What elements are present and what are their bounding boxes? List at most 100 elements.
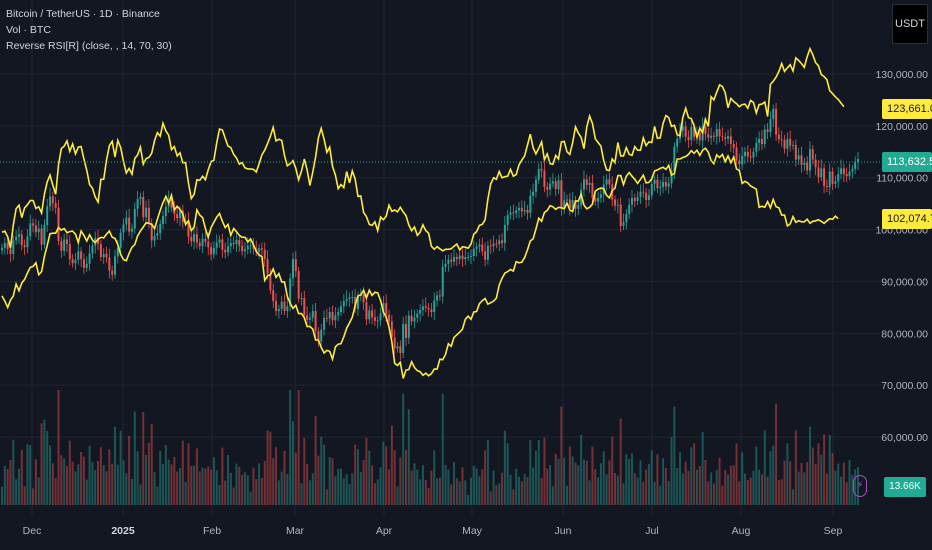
- volume-bar: [170, 464, 173, 505]
- volume-bar: [842, 462, 845, 505]
- reverse-rsi-indicator-label[interactable]: Reverse RSI[R] (close, , 14, 70, 30): [6, 40, 172, 52]
- candle-body: [577, 205, 580, 209]
- candle-body: [566, 199, 569, 201]
- lightning-icon[interactable]: ⚡: [853, 475, 867, 497]
- candle-body: [808, 149, 811, 171]
- candle-body: [331, 312, 334, 321]
- candle-body: [848, 171, 851, 177]
- volume-bars: [1, 390, 859, 505]
- candle-body: [416, 313, 419, 318]
- volume-bar: [407, 409, 410, 505]
- symbol-title[interactable]: Bitcoin / TetherUS · 1D · Binance: [6, 8, 160, 20]
- volume-bar: [227, 455, 229, 505]
- candle-body: [277, 308, 280, 311]
- volume-indicator-label[interactable]: Vol · BTC: [6, 24, 51, 36]
- volume-bar: [159, 451, 162, 505]
- candle-body: [150, 223, 153, 241]
- candle-body: [136, 198, 139, 209]
- upper-band-line: [1, 46, 845, 252]
- volume-bar: [814, 464, 817, 505]
- time-axis-label: Jun: [555, 525, 572, 537]
- volume-bar: [484, 450, 487, 505]
- volume-bar: [857, 467, 859, 505]
- candle-body: [458, 255, 461, 260]
- volume-bar: [198, 471, 201, 505]
- volume-bar: [385, 446, 388, 505]
- candle-body: [204, 238, 207, 242]
- candle-body: [664, 181, 667, 187]
- volume-bar: [235, 463, 238, 505]
- volume-bar: [450, 484, 453, 505]
- price-axis[interactable]: 130,000.00120,000.00110,000.00100,000.00…: [875, 69, 928, 444]
- candle-body: [153, 235, 156, 241]
- volume-bar: [605, 474, 608, 505]
- candle-body: [486, 245, 489, 260]
- candle-body: [97, 237, 100, 245]
- volume-bar: [119, 430, 122, 505]
- candle-body: [676, 138, 679, 147]
- candle-body: [51, 196, 54, 204]
- volume-bar: [684, 461, 687, 505]
- candle-body: [741, 155, 744, 165]
- volume-bar: [164, 445, 167, 505]
- volume-bar: [252, 467, 255, 505]
- volume-bar: [212, 457, 215, 505]
- volume-bar: [752, 470, 755, 505]
- candle-body: [783, 139, 786, 149]
- candle-body: [382, 303, 385, 314]
- candle-body: [667, 183, 670, 187]
- volume-bar: [410, 470, 413, 505]
- candle-body: [108, 257, 111, 271]
- candle-body: [427, 307, 430, 310]
- volume-bar: [266, 430, 269, 505]
- volume-bar: [518, 476, 520, 505]
- candle-body: [193, 234, 196, 242]
- candle-body: [195, 234, 198, 243]
- candle-body: [402, 323, 405, 353]
- candle-body: [653, 179, 656, 184]
- candle-body: [763, 129, 766, 145]
- volume-bar: [475, 468, 478, 505]
- candle-body: [238, 239, 241, 246]
- volume-bar: [727, 474, 730, 505]
- volume-bar: [481, 469, 484, 505]
- volume-bar: [77, 464, 80, 505]
- candle-body: [574, 200, 577, 209]
- candle-body: [142, 196, 145, 218]
- candle-body: [1, 247, 3, 251]
- volume-bar: [181, 440, 184, 505]
- volume-bar: [145, 455, 148, 505]
- volume-bar: [845, 482, 848, 505]
- candle-body: [388, 314, 391, 322]
- candle-body: [447, 259, 450, 264]
- candle-body: [266, 259, 269, 274]
- volume-bar: [566, 485, 569, 505]
- lower-band-price-tag: 102,074.73: [882, 209, 932, 229]
- candle-body: [23, 245, 26, 248]
- volume-bar: [780, 479, 783, 505]
- volume-bar: [800, 463, 803, 505]
- volume-bar: [354, 444, 357, 505]
- volume-bar: [662, 458, 665, 505]
- candle-body: [772, 108, 775, 120]
- volume-bar: [337, 469, 340, 505]
- candle-body: [775, 108, 778, 135]
- candle-body: [732, 144, 735, 148]
- candle-body: [797, 155, 800, 160]
- candle-body: [820, 168, 823, 178]
- volume-bar: [710, 472, 713, 505]
- time-axis[interactable]: Dec 2025 Feb Mar Apr May Jun Jul Aug Sep: [23, 525, 843, 537]
- volume-bar: [111, 463, 114, 505]
- volume-bar: [80, 452, 83, 505]
- candle-body: [534, 179, 537, 192]
- volume-bar: [650, 450, 653, 505]
- volume-bar: [224, 480, 227, 505]
- volume-bar: [543, 437, 546, 505]
- volume-bar: [467, 495, 470, 505]
- volume-bar: [260, 478, 263, 505]
- candle-body: [125, 217, 128, 225]
- currency-button[interactable]: USDT: [892, 4, 928, 44]
- candle-body: [461, 255, 464, 260]
- candle-body: [842, 168, 845, 175]
